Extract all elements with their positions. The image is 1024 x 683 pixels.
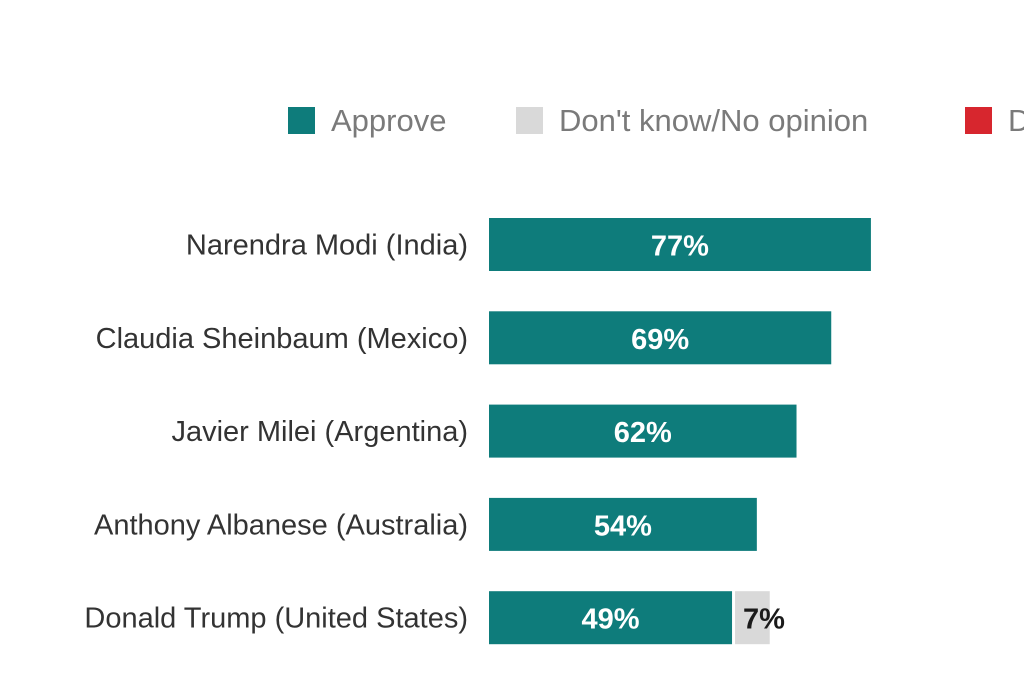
bar-approve [489,591,733,645]
value-label-approve: 49% [581,604,639,636]
category-label: Anthony Albanese (Australia) [94,509,468,541]
category-label: Narendra Modi (India) [186,230,468,262]
bar-don-t-know-no-opinion [735,591,770,645]
bars [489,218,871,645]
category-label: Donald Trump (United States) [84,603,468,635]
category-labels: Narendra Modi (India) Claudia Sheinbaum (… [84,230,468,635]
value-label-approve: 77% [651,231,709,263]
legend-label-approve: Approve [331,103,446,138]
legend-swatch-don-t-know-no-opinion [516,107,543,134]
bar-approve [489,311,832,365]
legend-label-d: D [1008,103,1024,138]
category-label: Claudia Sheinbaum (Mexico) [96,323,468,355]
value-label-approve: 54% [594,510,652,542]
legend: Approve Don't know/No opinion D [288,103,1024,138]
bar-approve [489,404,797,458]
bar-approve [489,218,871,271]
bar-approve [489,497,757,551]
value-label-approve: 69% [631,324,689,356]
value-labels: 77% 69% 62% 54% 49% 7% [581,231,785,636]
legend-label-don-t-know-no-opinion: Don't know/No opinion [559,103,868,138]
legend-swatch-approve [288,107,315,134]
legend-swatch-d [965,107,992,134]
value-label-approve: 62% [614,417,672,449]
value-label-don-t-know-no-opinion: 7% [743,604,785,636]
category-label: Javier Milei (Argentina) [171,416,468,448]
